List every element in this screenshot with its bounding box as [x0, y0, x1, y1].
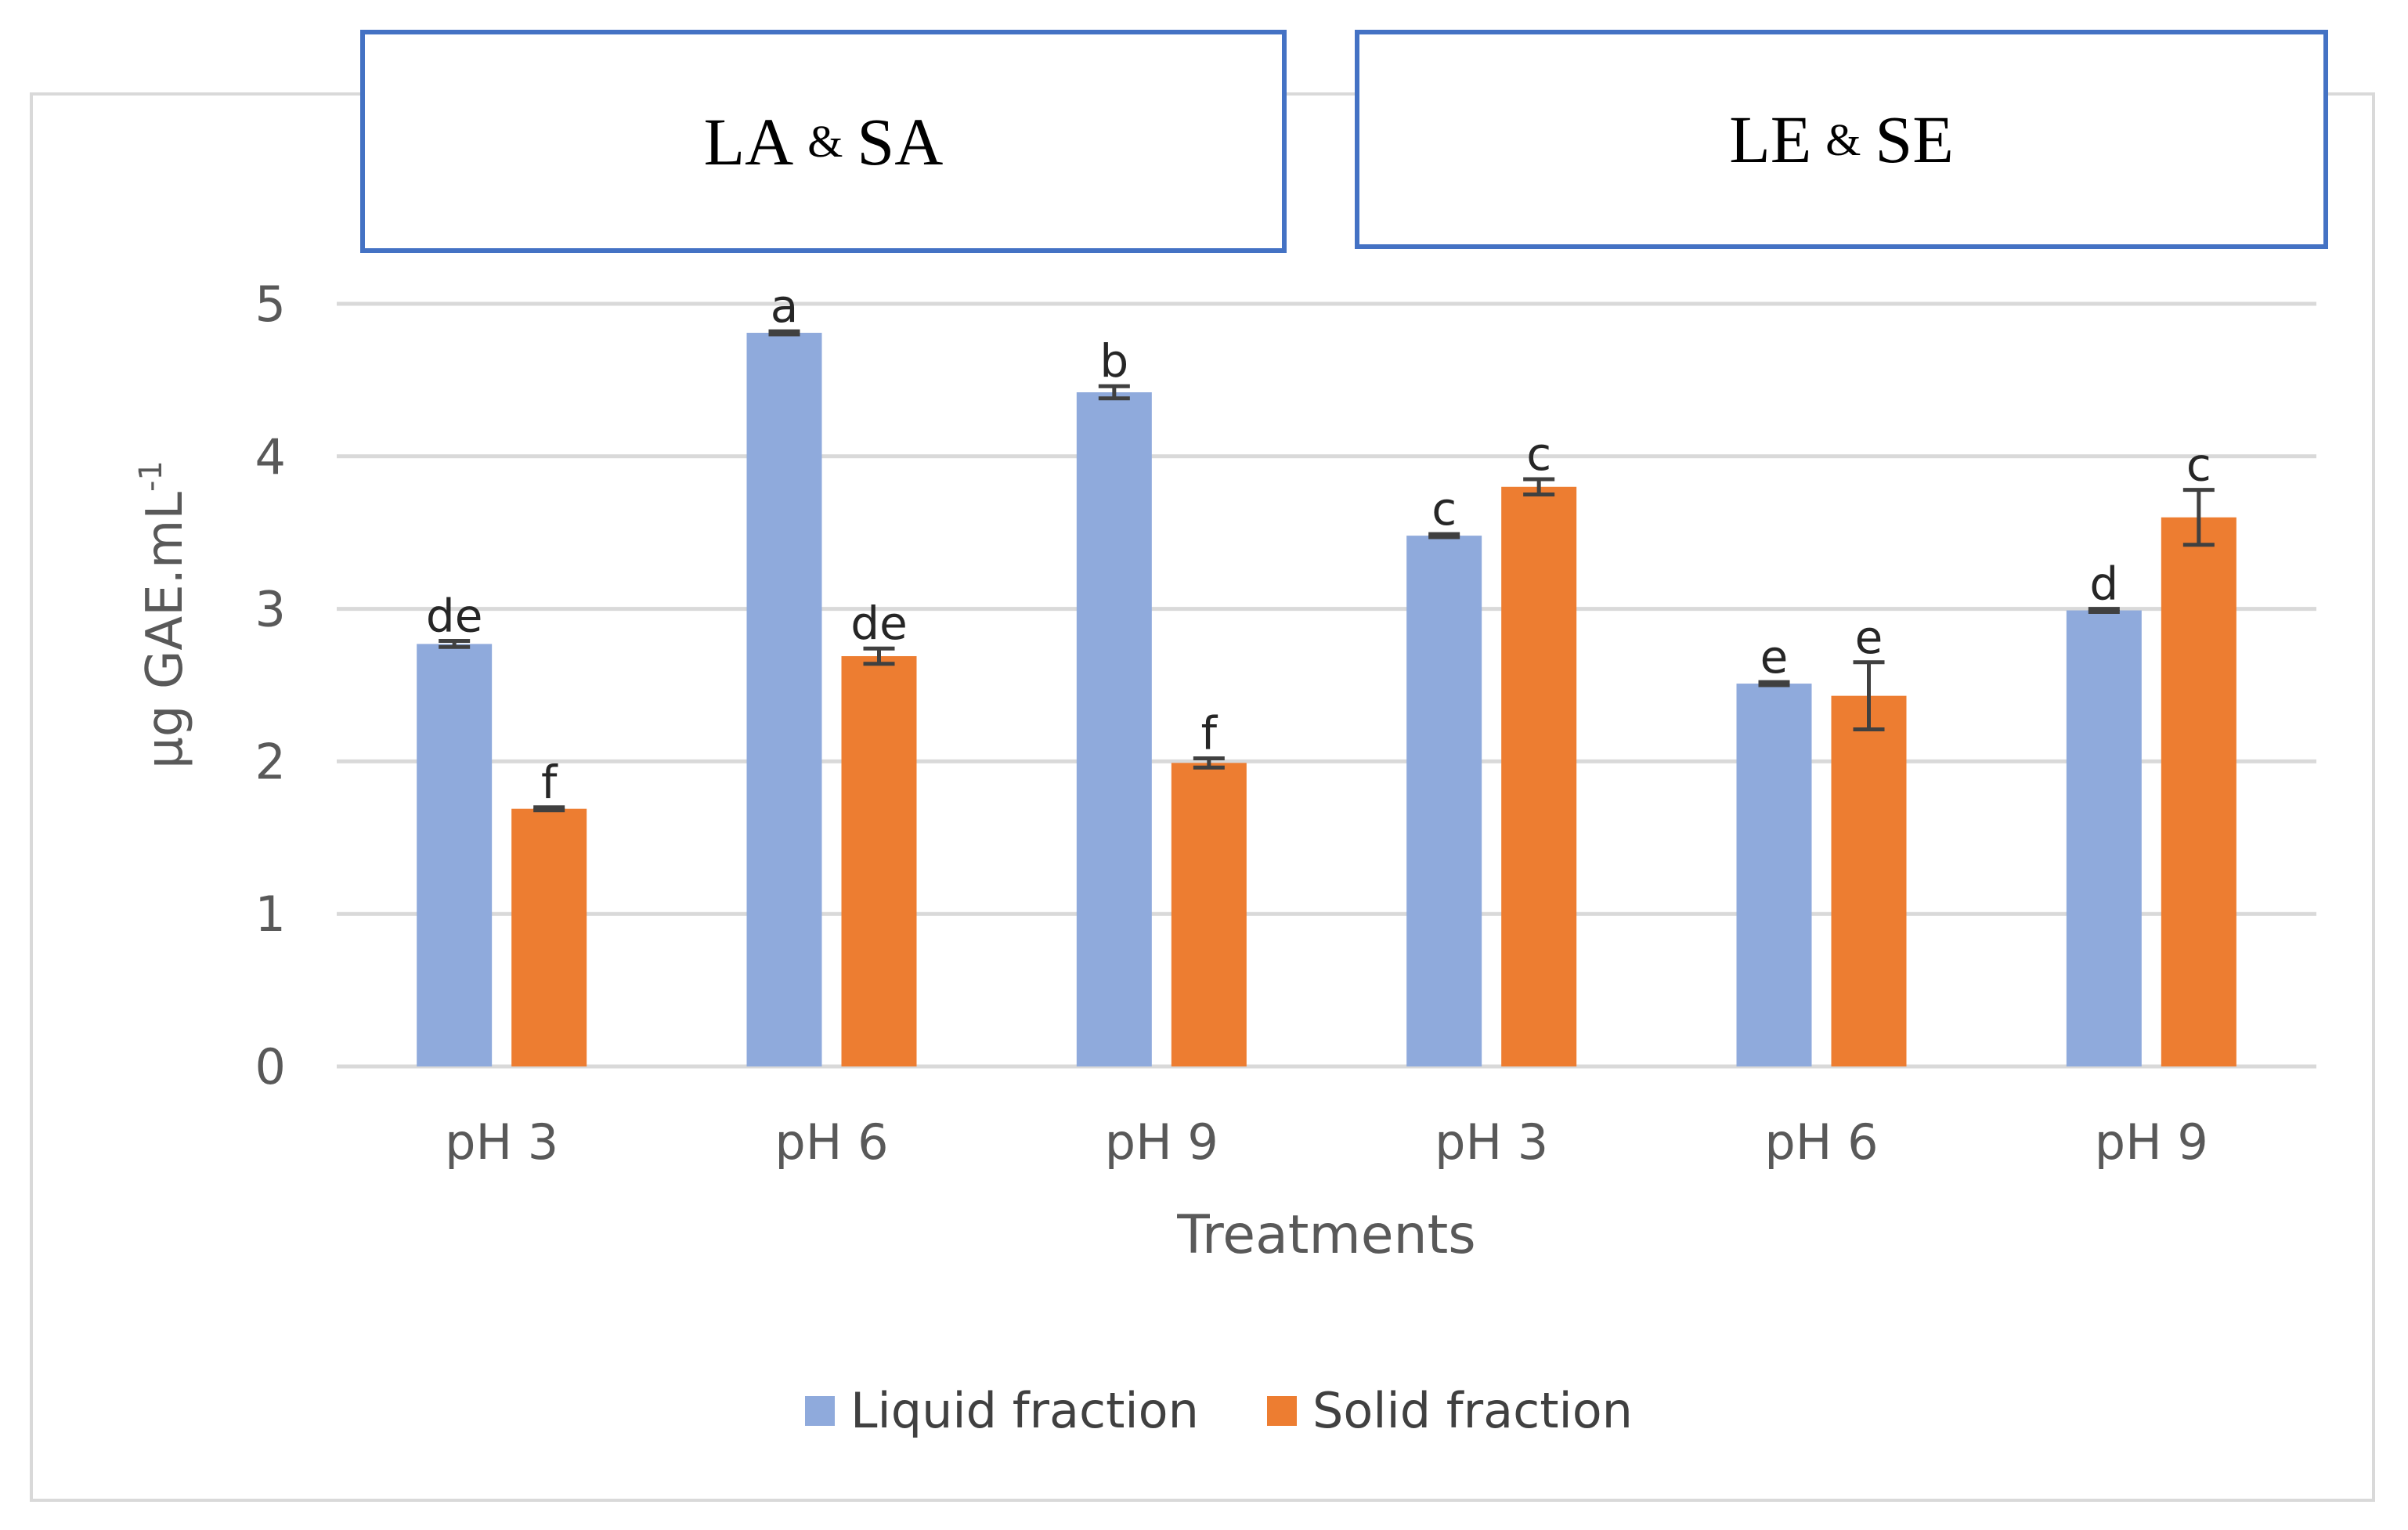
- legend-item-solid: Solid fraction: [1267, 1382, 1633, 1439]
- significance-letter-liquid-4: e: [1760, 630, 1789, 684]
- y-tick-label-2: 2: [255, 733, 286, 790]
- bar-liquid-2: [1076, 392, 1152, 1066]
- bar-solid-3: [1501, 486, 1577, 1066]
- legend-swatch-liquid: [805, 1395, 835, 1426]
- legend-item-liquid: Liquid fraction: [805, 1382, 1199, 1439]
- legend-label-liquid: Liquid fraction: [850, 1382, 1199, 1439]
- bar-solid-2: [1171, 763, 1247, 1066]
- bar-liquid-5: [2066, 610, 2142, 1066]
- group-connector-2: &: [1825, 114, 1861, 165]
- bar-liquid-0: [417, 644, 493, 1066]
- significance-letter-solid-2: f: [1201, 707, 1218, 760]
- significance-letter-solid-4: e: [1855, 611, 1883, 664]
- significance-letter-liquid-3: c: [1431, 482, 1457, 536]
- significance-letter-solid-5: c: [2186, 438, 2211, 492]
- significance-letter-solid-0: f: [541, 756, 558, 809]
- y-tick-label-5: 5: [255, 276, 286, 333]
- group-label-le: LE: [1729, 102, 1812, 177]
- significance-letter-liquid-1: a: [771, 280, 799, 333]
- group-box-la-sa: LA & SA: [360, 30, 1287, 253]
- significance-letter-liquid-5: d: [2089, 558, 2118, 611]
- x-tick-label-4: pH 6: [1764, 1113, 1878, 1171]
- legend-label-solid: Solid fraction: [1312, 1382, 1633, 1439]
- x-axis-title: Treatments: [1176, 1204, 1475, 1266]
- significance-letter-liquid-2: b: [1099, 334, 1128, 388]
- bar-liquid-3: [1406, 536, 1482, 1066]
- group-label-sa: SA: [857, 103, 944, 179]
- bar-solid-5: [2161, 517, 2237, 1066]
- x-tick-label-0: pH 3: [445, 1113, 558, 1171]
- y-axis-title: µg GAE.mL-1: [133, 460, 194, 769]
- x-tick-label-1: pH 6: [774, 1113, 888, 1171]
- y-axis-title-main: µg GAE.mL: [136, 492, 194, 769]
- group-connector-1: &: [807, 116, 843, 167]
- group-label-la: LA: [703, 103, 794, 179]
- group-box-le-se: LE & SE: [1355, 30, 2328, 249]
- bar-solid-1: [841, 655, 917, 1066]
- significance-letter-liquid-0: de: [426, 590, 483, 643]
- bar-solid-0: [511, 808, 587, 1066]
- significance-letter-solid-3: c: [1526, 428, 1551, 481]
- x-tick-label-3: pH 3: [1435, 1113, 1548, 1171]
- significance-letter-solid-1: de: [850, 597, 908, 650]
- bar-liquid-4: [1736, 684, 1812, 1066]
- x-tick-label-5: pH 9: [2095, 1113, 2208, 1171]
- y-axis-title-superscript: -1: [133, 460, 169, 492]
- y-tick-label-4: 4: [255, 428, 286, 485]
- y-tick-label-1: 1: [255, 886, 286, 943]
- bar-solid-4: [1831, 695, 1907, 1066]
- legend-swatch-solid: [1267, 1395, 1297, 1426]
- bar-liquid-1: [746, 333, 822, 1067]
- y-tick-label-0: 0: [255, 1038, 286, 1095]
- y-tick-label-3: 3: [255, 581, 286, 638]
- x-tick-label-2: pH 9: [1105, 1113, 1218, 1171]
- group-label-se: SE: [1875, 102, 1954, 177]
